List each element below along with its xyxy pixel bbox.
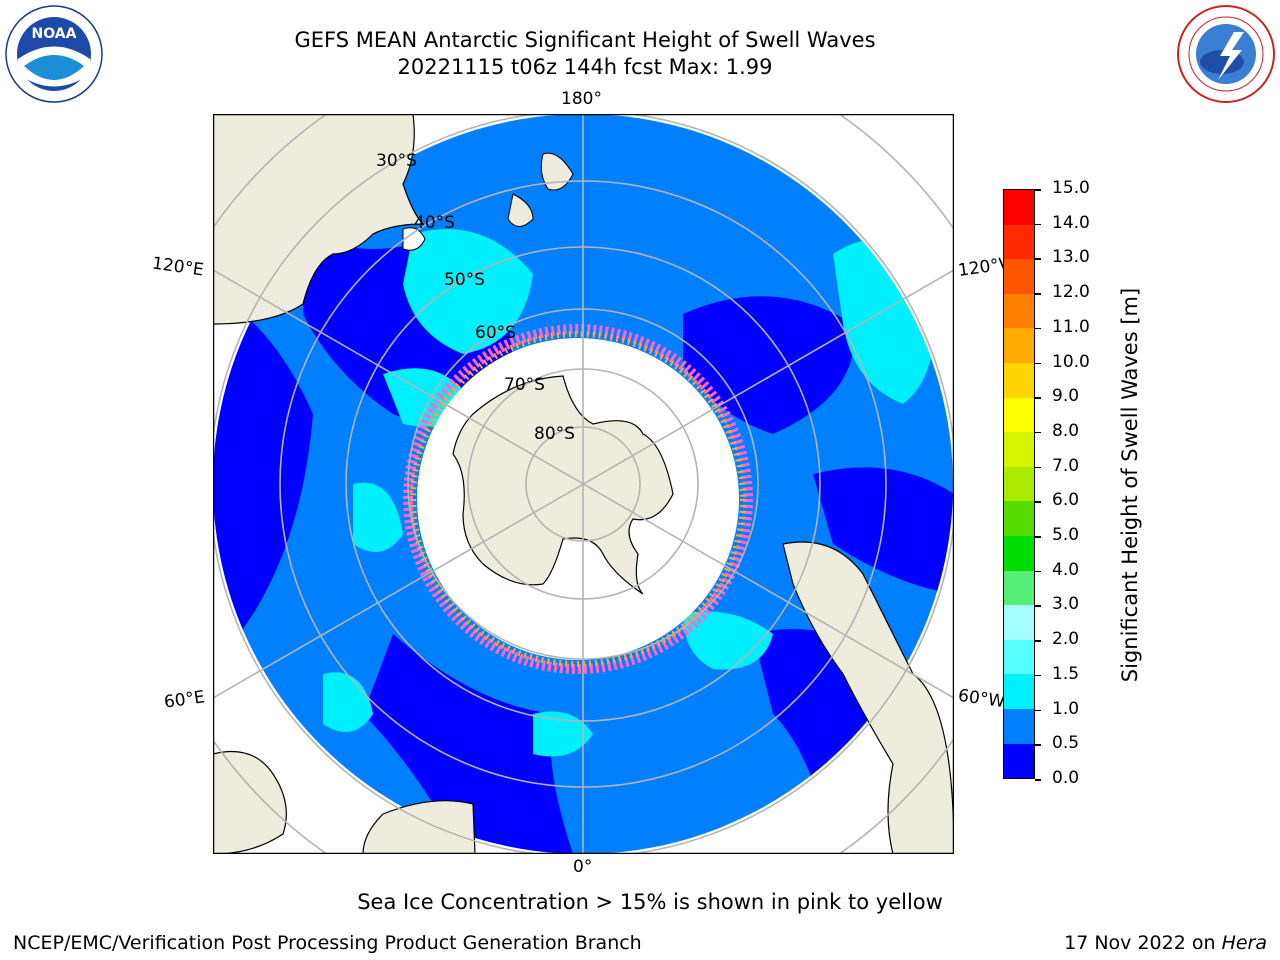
colorbar-tick-mark	[1035, 466, 1041, 469]
colorbar-cell	[1004, 432, 1034, 467]
colorbar-tick-label: 11.0	[1052, 316, 1090, 337]
footer-producer: NCEP/EMC/Verification Post Processing Pr…	[13, 932, 642, 954]
colorbar-tick-label: 13.0	[1052, 247, 1090, 268]
colorbar-cell	[1004, 743, 1034, 779]
colorbar-cell	[1004, 535, 1034, 571]
lat-label-40s: 40°S	[414, 213, 455, 233]
colorbar-tick-mark	[1035, 397, 1041, 399]
noaa-logo: NOAA	[4, 4, 104, 104]
colorbar-cell	[1004, 605, 1034, 640]
colorbar-tick-label: 0.5	[1052, 733, 1080, 754]
australia-land	[213, 114, 425, 325]
colorbar-tick-mark	[1035, 779, 1041, 781]
colorbar-tick-label: 8.0	[1052, 420, 1080, 441]
colorbar-cell	[1004, 708, 1034, 744]
colorbar-tick-mark	[1035, 431, 1041, 434]
colorbar-tick-mark	[1035, 258, 1041, 260]
colorbar-tick-mark	[1035, 536, 1041, 538]
lat-label-70s: 70°S	[504, 375, 545, 395]
colorbar-tick-label: 1.0	[1052, 698, 1080, 719]
polar-map	[213, 114, 954, 854]
colorbar-tick-label: 7.0	[1052, 455, 1080, 476]
colorbar-tick-mark	[1035, 327, 1041, 330]
svg-text:NOAA: NOAA	[32, 26, 77, 42]
lat-label-80s: 80°S	[534, 424, 575, 444]
lon-label-60e: 60°E	[162, 687, 207, 713]
colorbar-tick-mark	[1035, 674, 1041, 677]
colorbar-cell	[1004, 328, 1034, 363]
colorbar-tick-mark	[1035, 501, 1041, 503]
colorbar-tick-mark	[1035, 605, 1041, 607]
colorbar-cell	[1004, 639, 1034, 675]
graticule	[213, 114, 954, 854]
lat-label-30s: 30°S	[376, 151, 417, 171]
colorbar-cell	[1004, 674, 1034, 709]
colorbar-tick-label: 0.0	[1052, 768, 1080, 788]
colorbar-cell	[1004, 224, 1034, 260]
colorbar-cell	[1004, 501, 1034, 536]
africa-land	[213, 750, 476, 854]
colorbar-tick-label: 12.0	[1052, 282, 1090, 303]
new-zealand-land	[507, 152, 574, 227]
lon-label-60w: 60°W	[956, 685, 1007, 713]
colorbar-label: Significant Height of Swell Waves [m]	[1118, 287, 1142, 683]
colorbar-tick-mark	[1035, 709, 1041, 712]
colorbar-cell	[1004, 259, 1034, 294]
colorbar-cell	[1004, 362, 1034, 398]
lon-label-180: 180°	[561, 89, 602, 109]
lat-label-50s: 50°S	[444, 270, 485, 290]
lon-label-120e: 120°E	[150, 253, 205, 281]
colorbar-tick-mark	[1035, 362, 1041, 365]
colorbar-tick-label: 2.0	[1052, 629, 1080, 650]
sea-ice-note: Sea Ice Concentration > 15% is shown in …	[357, 890, 943, 914]
colorbar-tick-mark	[1035, 640, 1041, 642]
polar-map-svg	[213, 114, 954, 854]
colorbar-cell	[1004, 190, 1034, 225]
lon-label-0: 0°	[573, 857, 593, 877]
colorbar	[1003, 189, 1035, 779]
colorbar-tick-mark	[1035, 189, 1041, 191]
colorbar-cell	[1004, 397, 1034, 433]
colorbar-tick-label: 3.0	[1052, 594, 1080, 615]
colorbar-tick-label: 1.5	[1052, 663, 1080, 684]
colorbar-cell	[1004, 466, 1034, 502]
colorbar-cell	[1004, 570, 1034, 606]
chart-subtitle: 20221115 t06z 144h fcst Max: 1.99	[397, 55, 773, 79]
lat-label-60s: 60°S	[475, 323, 516, 343]
colorbar-tick-label: 6.0	[1052, 490, 1080, 511]
colorbar-tick-mark	[1035, 293, 1041, 295]
colorbar-tick-mark	[1035, 570, 1041, 573]
colorbar-tick-label: 14.0	[1052, 212, 1090, 233]
colorbar-tick-label: 10.0	[1052, 351, 1090, 372]
nws-logo	[1176, 4, 1276, 104]
footer-date-text: 17 Nov 2022 on	[1064, 932, 1222, 954]
colorbar-tick-mark	[1035, 744, 1041, 746]
colorbar-cell	[1004, 293, 1034, 329]
colorbar-tick-label: 4.0	[1052, 559, 1080, 580]
chart-title: GEFS MEAN Antarctic Significant Height o…	[294, 28, 876, 52]
footer-date: 17 Nov 2022 on Hera	[1064, 932, 1267, 954]
footer-host: Hera	[1221, 932, 1267, 954]
colorbar-tick-label: 15.0	[1052, 178, 1090, 198]
colorbar-tick-label: 5.0	[1052, 525, 1080, 546]
colorbar-tick-mark	[1035, 223, 1041, 226]
colorbar-tick-label: 9.0	[1052, 386, 1080, 407]
antarctica-land	[452, 375, 674, 595]
